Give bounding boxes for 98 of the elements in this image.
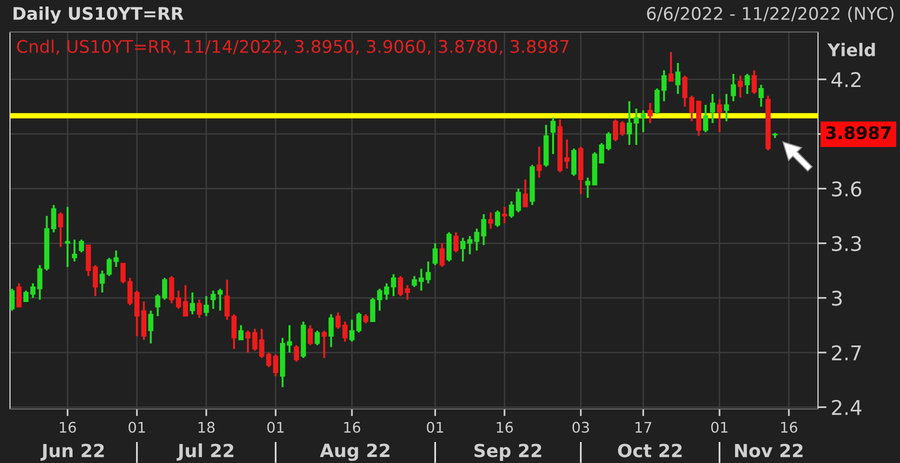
text: Aug 22 <box>320 444 390 461</box>
candlestick <box>398 275 404 298</box>
candlestick <box>536 146 542 179</box>
candlestick <box>23 290 29 303</box>
candlestick <box>432 242 438 266</box>
candlestick <box>356 312 362 334</box>
candlestick <box>245 330 250 354</box>
y-tick-label: 2.4 <box>832 400 862 415</box>
y-tick-label: 2.7 <box>832 345 861 360</box>
candlestick <box>440 242 445 268</box>
candlestick <box>716 98 722 134</box>
candlestick <box>58 211 64 248</box>
candlestick <box>738 74 743 99</box>
candlestick <box>488 211 494 230</box>
candlestick <box>390 273 396 298</box>
candlestick <box>238 324 244 341</box>
x-tick-label: 01 <box>711 422 728 433</box>
x-tick-label: 16 <box>496 422 513 433</box>
candlestick <box>404 284 410 301</box>
candlestick <box>328 313 334 348</box>
candlestick <box>384 282 390 301</box>
candlestick <box>342 320 348 343</box>
candlestick <box>30 282 36 299</box>
candlestick <box>508 200 514 219</box>
candlestick <box>612 118 618 142</box>
candlestick <box>363 313 368 324</box>
candlestick <box>564 138 570 170</box>
candlestick <box>322 330 327 359</box>
y-tick-label: 4.2 <box>831 72 861 88</box>
candlestick <box>606 131 612 152</box>
candlestick <box>502 206 508 224</box>
candlestick <box>127 276 133 306</box>
candlestick <box>204 295 209 318</box>
candlestick <box>550 116 556 155</box>
candlestick <box>308 324 313 346</box>
candlestick <box>460 236 466 262</box>
candlestick <box>182 284 188 318</box>
candlestick <box>335 312 341 330</box>
candlestick <box>654 87 660 115</box>
candlestick <box>64 206 70 268</box>
annotation: Cndl, US10YT=RR, 11/14/2022, 3.8950, 3.9060, 3.8780, 3.8987 <box>17 40 569 55</box>
candlestick <box>744 72 750 95</box>
candlestick <box>758 84 764 108</box>
x-tick-label: 16 <box>60 422 76 433</box>
y-tick-label: 3.3 <box>832 236 861 252</box>
candlestick <box>286 324 292 354</box>
candlestick <box>703 104 708 134</box>
candlestick <box>169 275 174 304</box>
candlestick <box>294 344 300 363</box>
y-tick-label: 3 <box>832 290 842 306</box>
text: Jun 22 <box>40 444 104 461</box>
candlestick <box>72 238 78 262</box>
candlestick <box>314 330 320 346</box>
y-tick-label: 3.6 <box>832 181 862 197</box>
candlestick <box>675 62 680 95</box>
candlestick <box>599 142 604 164</box>
x-tick-label: 01 <box>267 422 284 433</box>
text: 3.8987 <box>826 126 891 140</box>
candlestick <box>16 282 22 308</box>
x-tick-label: 01 <box>426 422 444 433</box>
candlestick <box>134 290 140 338</box>
x-tick-label: 16 <box>344 422 360 433</box>
x-tick-label: 01 <box>128 422 145 433</box>
candlestick <box>495 210 500 228</box>
candlestick <box>522 178 528 208</box>
candlestick <box>10 288 15 312</box>
candlestick <box>661 69 667 102</box>
x-tick-label: 17 <box>636 422 652 433</box>
text: Nov 22 <box>735 444 803 458</box>
chart-title: Daily US10YT=RR <box>14 6 184 24</box>
candlestick <box>710 92 716 124</box>
candlestick <box>724 92 730 122</box>
candlestick <box>176 290 182 310</box>
candlestick <box>620 120 625 137</box>
candlestick <box>752 69 757 95</box>
candlestick <box>668 51 674 82</box>
candlestick <box>114 250 119 268</box>
candlestick <box>349 318 354 343</box>
candlestick <box>571 148 576 177</box>
x-tick-label: 03 <box>572 422 589 433</box>
candlestick <box>648 102 653 124</box>
candlestick <box>78 238 84 254</box>
x-tick-label: 16 <box>781 422 798 433</box>
candlestick <box>231 313 237 350</box>
candlestick <box>516 188 521 214</box>
text: Oct 22 <box>618 444 682 458</box>
candlestick <box>224 278 230 321</box>
text: Jul 22 <box>176 443 234 461</box>
candlestick <box>148 310 154 344</box>
candlestick <box>190 291 195 316</box>
candlestick <box>196 298 202 319</box>
candlestick <box>453 231 459 254</box>
y-axis-title: Yield <box>827 42 875 56</box>
candlestick <box>120 262 126 284</box>
text: Sep 22 <box>474 444 542 461</box>
candlestick <box>730 72 736 102</box>
chart-subtitle: 6/6/2022 - 11/22/2022 (NYC) <box>647 6 894 22</box>
x-tick-label: 18 <box>198 422 215 433</box>
